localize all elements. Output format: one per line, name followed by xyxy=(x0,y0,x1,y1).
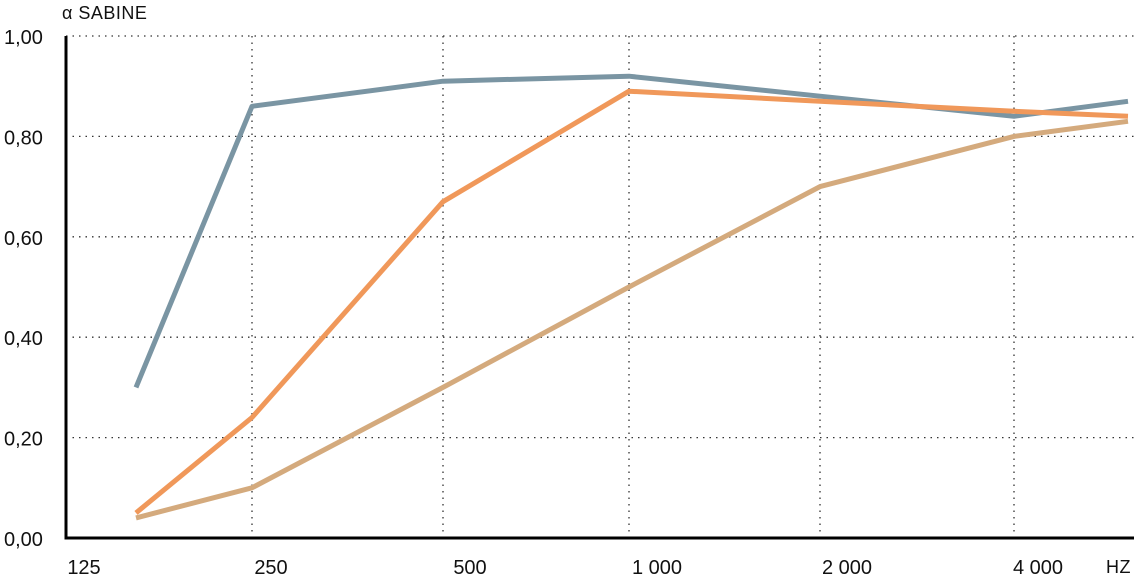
x-tick-label: 2 000 xyxy=(822,557,872,579)
series-line-3 xyxy=(135,118,1129,521)
y-tick-label: 0,00 xyxy=(4,529,43,551)
series-layer xyxy=(133,73,1129,521)
x-tick-labels: 125 250 500 1 000 2 000 4 000 xyxy=(67,557,1063,579)
y-tick-label: 0,80 xyxy=(4,127,43,149)
y-tick-label: 0,20 xyxy=(4,429,43,451)
x-tick-label: 250 xyxy=(254,557,287,579)
grid-layer xyxy=(66,35,1134,538)
series-line-2 xyxy=(134,88,1129,515)
x-tick-label: 4 000 xyxy=(1013,557,1063,579)
x-tick-label: 1 000 xyxy=(632,557,682,579)
y-tick-labels: 0,00 0,20 0,40 0,60 0,80 1,00 xyxy=(4,27,43,551)
y-axis-label: α SABINE xyxy=(62,3,147,23)
y-tick-label: 1,00 xyxy=(4,27,43,49)
x-axis-label: HZ xyxy=(1106,557,1131,577)
x-tick-label: 500 xyxy=(453,557,486,579)
series-line-1 xyxy=(133,73,1129,389)
x-tick-label: 125 xyxy=(67,557,100,579)
y-tick-label: 0,40 xyxy=(4,328,43,350)
y-tick-label: 0,60 xyxy=(4,228,43,250)
